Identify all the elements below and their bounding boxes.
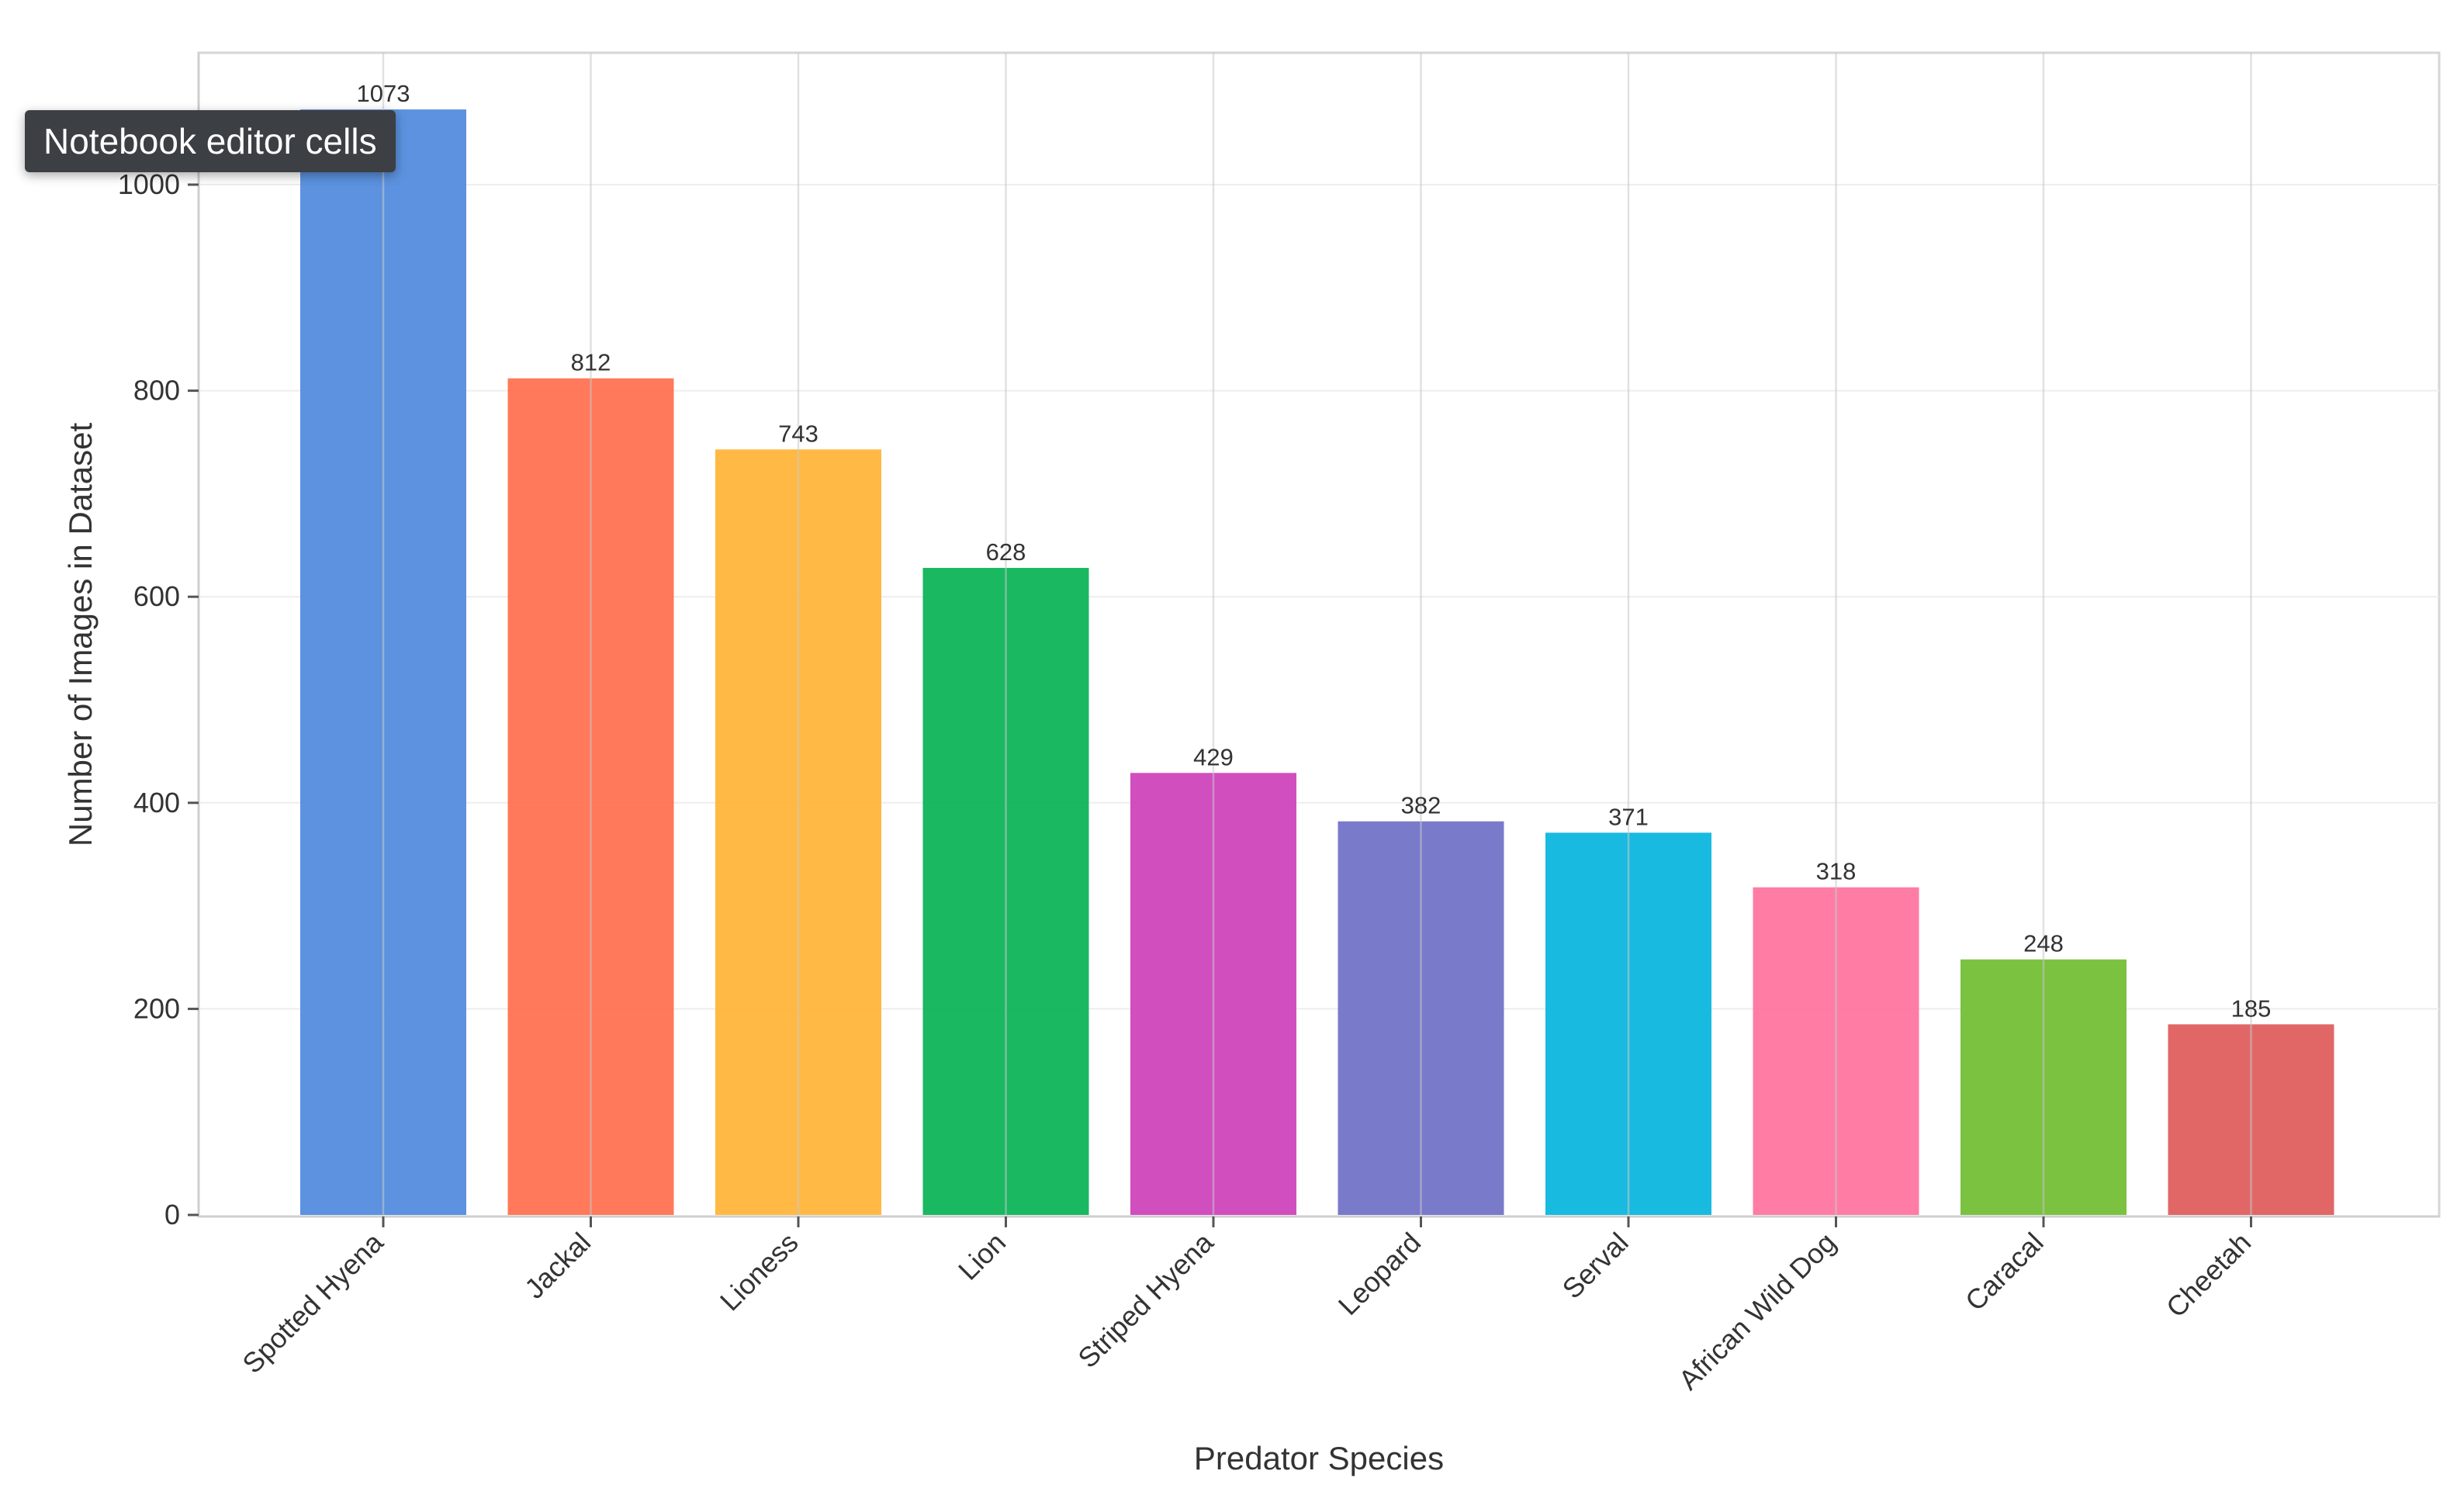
y-tick-label: 1000 [118,168,180,200]
x-tick-label: Spotted Hyena [236,1226,389,1379]
data-label: 628 [986,538,1026,566]
x-tick-label: Striped Hyena [1071,1226,1220,1374]
data-label: 429 [1193,743,1234,770]
x-tick-label: Lion [952,1227,1012,1286]
x-tick-label: Cheetah [2160,1227,2257,1324]
data-label: 382 [1401,792,1441,819]
y-tick-label: 400 [133,787,180,818]
tooltip-text: Notebook editor cells [43,121,377,161]
x-axis-title: Predator Species [1194,1440,1444,1476]
vertical-gridlines [382,53,2252,1216]
x-tick-label: Lioness [714,1227,805,1317]
data-label: 743 [778,420,818,447]
axes [188,53,2439,1227]
x-tick-label: Serval [1556,1227,1635,1305]
x-tick-label: Leopard [1332,1227,1427,1321]
x-tick-label: African Wild Dog [1673,1227,1843,1396]
data-label: 248 [2023,930,2064,957]
data-label: 812 [571,349,611,376]
y-tick-label: 200 [133,992,180,1024]
data-label: 1073 [357,80,410,107]
data-label: 185 [2231,995,2272,1022]
data-label: 318 [1816,858,1857,885]
tooltip: Notebook editor cells [25,110,396,172]
y-tick-label: 600 [133,580,180,612]
x-tick-label: Jackal [518,1227,597,1305]
x-tick-label: Caracal [1959,1227,2050,1317]
y-tick-label: 800 [133,375,180,407]
y-axis-title: Number of Images in Dataset [62,423,99,847]
data-label: 371 [1608,803,1649,830]
y-tick-label: 0 [164,1199,180,1230]
